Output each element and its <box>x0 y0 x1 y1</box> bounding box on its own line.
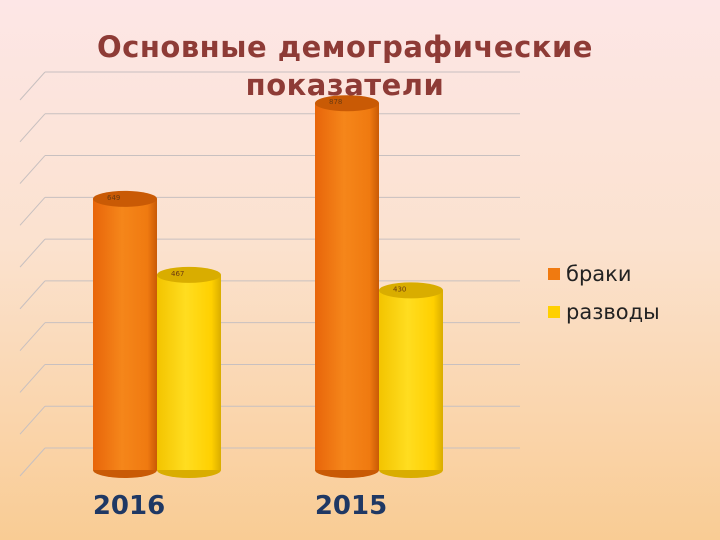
bar-cap <box>379 282 443 299</box>
data-label: 878 <box>329 98 342 106</box>
bar <box>93 198 157 470</box>
grid-depth-line <box>19 280 46 310</box>
data-label: 649 <box>107 194 120 202</box>
legend-swatch <box>548 268 560 280</box>
grid-depth-line <box>19 71 46 101</box>
grid-depth-line <box>19 238 46 268</box>
data-label: 430 <box>393 285 406 293</box>
x-tick-label: 2016 <box>93 491 165 521</box>
grid-depth-line <box>19 197 46 226</box>
bar <box>315 103 379 471</box>
bar-cap <box>315 95 379 112</box>
bar-cap <box>157 266 221 283</box>
chart-title: Основные демографические показатели <box>97 30 593 102</box>
legend-swatch <box>548 306 560 318</box>
x-tick-label: 2015 <box>315 491 387 521</box>
grid-depth-line <box>19 155 46 184</box>
bar <box>379 290 443 470</box>
bar-cap <box>93 190 157 207</box>
grid-depth-line <box>19 113 46 143</box>
legend-label: разводы <box>566 300 660 324</box>
grid-depth-line <box>19 364 46 393</box>
data-label: 467 <box>171 270 184 278</box>
grid-depth-line <box>19 322 46 351</box>
grid-depth-line <box>19 405 46 435</box>
bar <box>157 274 221 470</box>
legend-label: браки <box>566 262 631 286</box>
grid-depth-line <box>19 447 46 477</box>
